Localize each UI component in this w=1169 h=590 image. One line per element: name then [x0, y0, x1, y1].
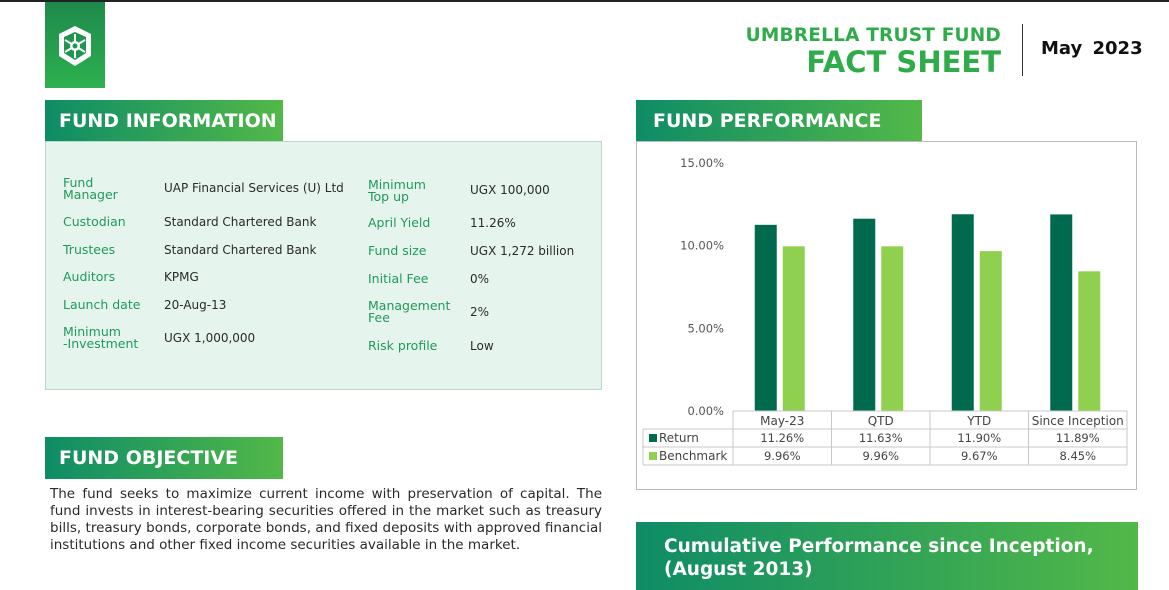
management-fee-value: 2%	[470, 305, 490, 319]
bar-benchmark-2	[881, 246, 904, 411]
data-label: 11.90%	[957, 431, 1001, 445]
launch-date-value: 20-Aug-13	[164, 298, 227, 312]
data-label: 11.26%	[760, 431, 804, 445]
y-tick-label: 0.00%	[687, 404, 724, 418]
launch-date-label: Launch date	[63, 297, 141, 312]
category-label: YTD	[966, 414, 991, 428]
legend-key-return	[649, 434, 657, 442]
trustees-label: Trustees	[63, 242, 116, 257]
category-label: May-23	[760, 414, 804, 428]
initial-fee-value: 0%	[470, 272, 490, 286]
fund-performance-heading: FUND PERFORMANCE	[636, 100, 922, 142]
data-label: 8.45%	[1059, 449, 1096, 463]
legend-label-return: Return	[659, 431, 699, 445]
cumulative-title-line1: Cumulative Performance since Inception,	[664, 536, 1094, 557]
cumulative-title-line2: (August 2013)	[664, 559, 813, 580]
bar-return-2	[853, 218, 876, 411]
fund-size-label: Fund size	[368, 243, 427, 258]
fund-objective-heading: FUND OBJECTIVE	[45, 437, 283, 479]
fund-manager-value: UAP Financial Services (U) Ltd	[164, 181, 344, 195]
legend-label-benchmark: Benchmark	[659, 449, 727, 463]
old-mutual-shield-icon	[59, 26, 91, 66]
minimum-topup-label: Minimum Top up	[368, 177, 426, 204]
report-date: May 2023	[1041, 38, 1143, 59]
data-label: 11.89%	[1056, 431, 1100, 445]
fund-size-value: UGX 1,272 billion	[470, 244, 575, 258]
risk-profile-label: Risk profile	[368, 338, 438, 353]
y-tick-label: 5.00%	[687, 321, 724, 335]
legend-key-benchmark	[649, 452, 657, 460]
fund-information-heading: FUND INFORMATION	[45, 100, 283, 142]
y-tick-label: 10.00%	[680, 239, 724, 253]
minimum-investment-label: Minimum -Investment	[63, 324, 139, 351]
risk-profile-value: Low	[470, 339, 494, 353]
top-rule	[0, 0, 1169, 2]
custodian-label: Custodian	[63, 214, 126, 229]
header-divider	[1022, 24, 1023, 76]
minimum-investment-value: UGX 1,000,000	[164, 331, 256, 345]
custodian-value: Standard Chartered Bank	[164, 215, 317, 229]
auditors-value: KPMG	[164, 270, 199, 284]
category-label: Since Inception	[1032, 414, 1124, 428]
brand-line2: FACT SHEET	[806, 45, 1001, 79]
data-label: 11.63%	[859, 431, 903, 445]
management-fee-label: Management Fee	[368, 298, 451, 325]
data-label: 9.67%	[961, 449, 998, 463]
trustees-value: Standard Chartered Bank	[164, 243, 317, 257]
bar-benchmark-4	[1078, 271, 1101, 411]
auditors-label: Auditors	[63, 269, 116, 284]
data-label: 9.96%	[862, 449, 899, 463]
bar-return-1	[754, 224, 777, 411]
fund-information-panel: Fund Manager UAP Financial Services (U) …	[45, 141, 602, 390]
y-tick-label: 15.00%	[680, 156, 724, 170]
cumulative-performance-heading: Cumulative Performance since Inception, …	[636, 522, 1138, 590]
april-yield-label: April Yield	[368, 215, 431, 230]
fund-objective-text: The fund seeks to maximize current incom…	[50, 486, 602, 553]
performance-bar-chart: 0.00% 5.00% 10.00% 15.00% May-23 QTD YTD Since …	[642, 156, 1128, 466]
bar-return-4	[1050, 214, 1073, 411]
brand-title: UMBRELLA TRUST FUND FACT SHEET	[745, 25, 1001, 79]
bar-return-3	[951, 214, 974, 411]
bar-benchmark-1	[782, 246, 805, 411]
initial-fee-label: Initial Fee	[368, 271, 429, 286]
data-label: 9.96%	[764, 449, 801, 463]
performance-chart: 0.00% 5.00% 10.00% 15.00% May-23 QTD YTD Since …	[636, 141, 1137, 490]
fund-manager-label: Fund Manager	[63, 175, 118, 202]
category-label: QTD	[868, 414, 894, 428]
brand-line1: UMBRELLA TRUST FUND	[745, 25, 1001, 46]
bar-benchmark-3	[979, 251, 1002, 411]
april-yield-value: 11.26%	[470, 216, 516, 230]
minimum-topup-value: UGX 100,000	[470, 183, 550, 197]
logo	[45, 2, 105, 88]
